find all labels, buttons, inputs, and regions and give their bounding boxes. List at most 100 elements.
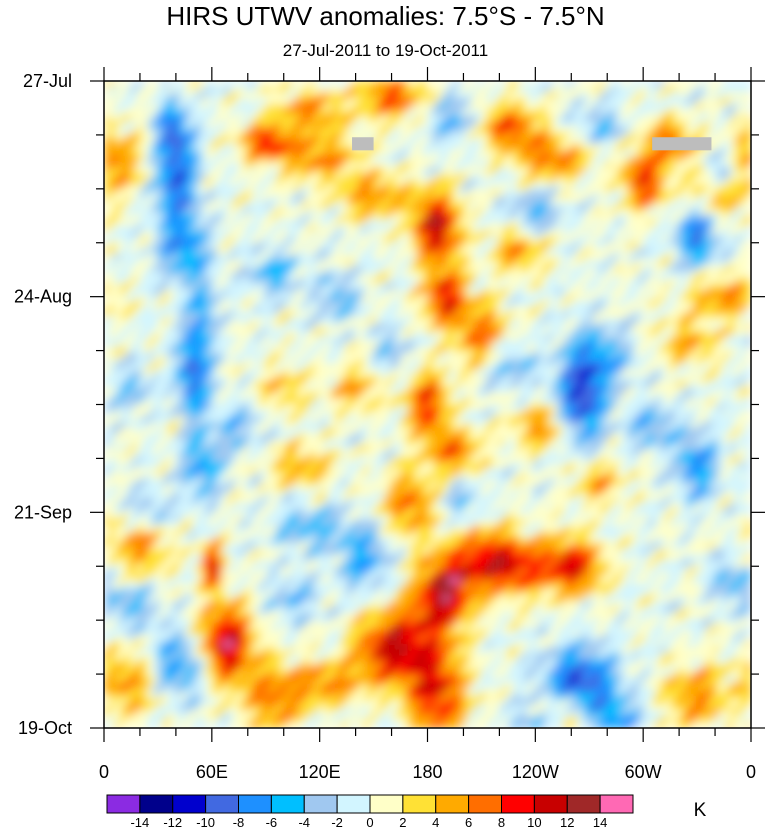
anomaly-cell: [352, 271, 359, 279]
anomaly-cell: [411, 300, 418, 307]
anomaly-cell: [157, 213, 164, 221]
anomaly-cell: [109, 150, 116, 157]
anomaly-cell: [114, 208, 121, 215]
anomaly-cell: [513, 236, 520, 244]
anomaly-cell: [529, 190, 536, 198]
anomaly-cell: [384, 219, 391, 227]
anomaly-cell: [508, 144, 515, 151]
anomaly-cell: [276, 127, 283, 134]
anomaly-cell: [292, 150, 299, 157]
anomaly-cell: [168, 190, 175, 198]
anomaly-cell: [573, 173, 580, 180]
anomaly-cell: [734, 161, 741, 169]
anomaly-cell: [465, 300, 472, 307]
anomaly-cell: [152, 161, 159, 169]
anomaly-cell: [120, 179, 127, 186]
anomaly-cell: [136, 271, 143, 279]
anomaly-cell: [190, 254, 197, 261]
anomaly-cell: [174, 167, 181, 175]
anomaly-cell: [335, 248, 342, 255]
anomaly-cell: [589, 236, 596, 244]
anomaly-cell: [724, 179, 731, 186]
anomaly-cell: [352, 167, 359, 175]
anomaly-cell: [357, 115, 364, 123]
anomaly-cell: [163, 167, 170, 175]
anomaly-cell: [217, 115, 224, 123]
anomaly-cell: [233, 260, 240, 267]
anomaly-cell: [567, 98, 574, 105]
anomaly-cell: [567, 132, 574, 140]
anomaly-cell: [691, 219, 698, 227]
anomaly-cell: [718, 283, 725, 290]
anomaly-cell: [691, 161, 698, 169]
anomaly-cell: [686, 242, 693, 250]
anomaly-cell: [357, 213, 364, 221]
anomaly-cell: [670, 225, 677, 232]
anomaly-cell: [190, 271, 197, 279]
anomaly-cell: [680, 213, 687, 221]
anomaly-cell: [400, 283, 407, 290]
anomaly-cell: [141, 242, 148, 250]
anomaly-cell: [470, 248, 477, 255]
anomaly-cell: [626, 283, 633, 290]
anomaly-cell: [546, 219, 553, 227]
anomaly-cell: [707, 109, 714, 117]
anomaly-cell: [120, 231, 127, 238]
anomaly-cell: [745, 92, 751, 99]
anomaly-cell: [486, 277, 493, 284]
anomaly-cell: [222, 254, 229, 261]
anomaly-cell: [470, 294, 477, 302]
anomaly-cell: [697, 121, 704, 128]
anomaly-cell: [702, 121, 709, 128]
anomaly-cell: [201, 184, 208, 192]
anomaly-cell: [497, 173, 504, 180]
anomaly-cell: [443, 254, 450, 261]
anomaly-cell: [384, 81, 391, 88]
anomaly-cell: [481, 184, 488, 192]
anomaly-cell: [330, 208, 337, 215]
anomaly-cell: [594, 312, 601, 319]
anomaly-cell: [643, 121, 650, 128]
anomaly-cell: [540, 173, 547, 180]
anomaly-cell: [697, 277, 704, 284]
anomaly-cell: [411, 138, 418, 146]
anomaly-cell: [141, 277, 148, 284]
anomaly-cell: [578, 306, 585, 313]
anomaly-cell: [486, 236, 493, 244]
anomaly-cell: [184, 277, 191, 284]
anomaly-cell: [254, 92, 261, 99]
anomaly-cell: [157, 156, 164, 163]
anomaly-cell: [292, 127, 299, 134]
anomaly-cell: [368, 306, 375, 313]
anomaly-cell: [228, 236, 234, 244]
anomaly-cell: [228, 167, 234, 175]
anomaly-cell: [335, 265, 342, 273]
anomaly-cell: [292, 104, 299, 111]
anomaly-cell: [492, 121, 499, 128]
anomaly-cell: [184, 98, 191, 105]
anomaly-cell: [470, 306, 477, 313]
anomaly-cell: [486, 231, 493, 238]
anomaly-cell: [341, 92, 348, 99]
anomaly-cell: [481, 265, 488, 273]
anomaly-cell: [233, 283, 240, 290]
anomaly-cell: [529, 208, 536, 215]
anomaly-cell: [465, 260, 472, 267]
anomaly-cell: [104, 98, 110, 105]
anomaly-cell: [616, 132, 623, 140]
anomaly-cell: [567, 265, 574, 273]
anomaly-cell: [502, 150, 509, 157]
anomaly-cell: [190, 138, 197, 146]
anomaly-cell: [217, 173, 224, 180]
anomaly-cell: [745, 144, 751, 151]
anomaly-cell: [653, 294, 660, 302]
anomaly-cell: [551, 121, 558, 128]
anomaly-cell: [389, 317, 396, 325]
anomaly-cell: [346, 115, 353, 123]
anomaly-cell: [438, 92, 445, 99]
anomaly-cell: [422, 213, 429, 221]
anomaly-cell: [244, 225, 251, 232]
anomaly-cell: [389, 138, 396, 146]
anomaly-cell: [314, 109, 321, 117]
anomaly-cell: [605, 179, 612, 186]
